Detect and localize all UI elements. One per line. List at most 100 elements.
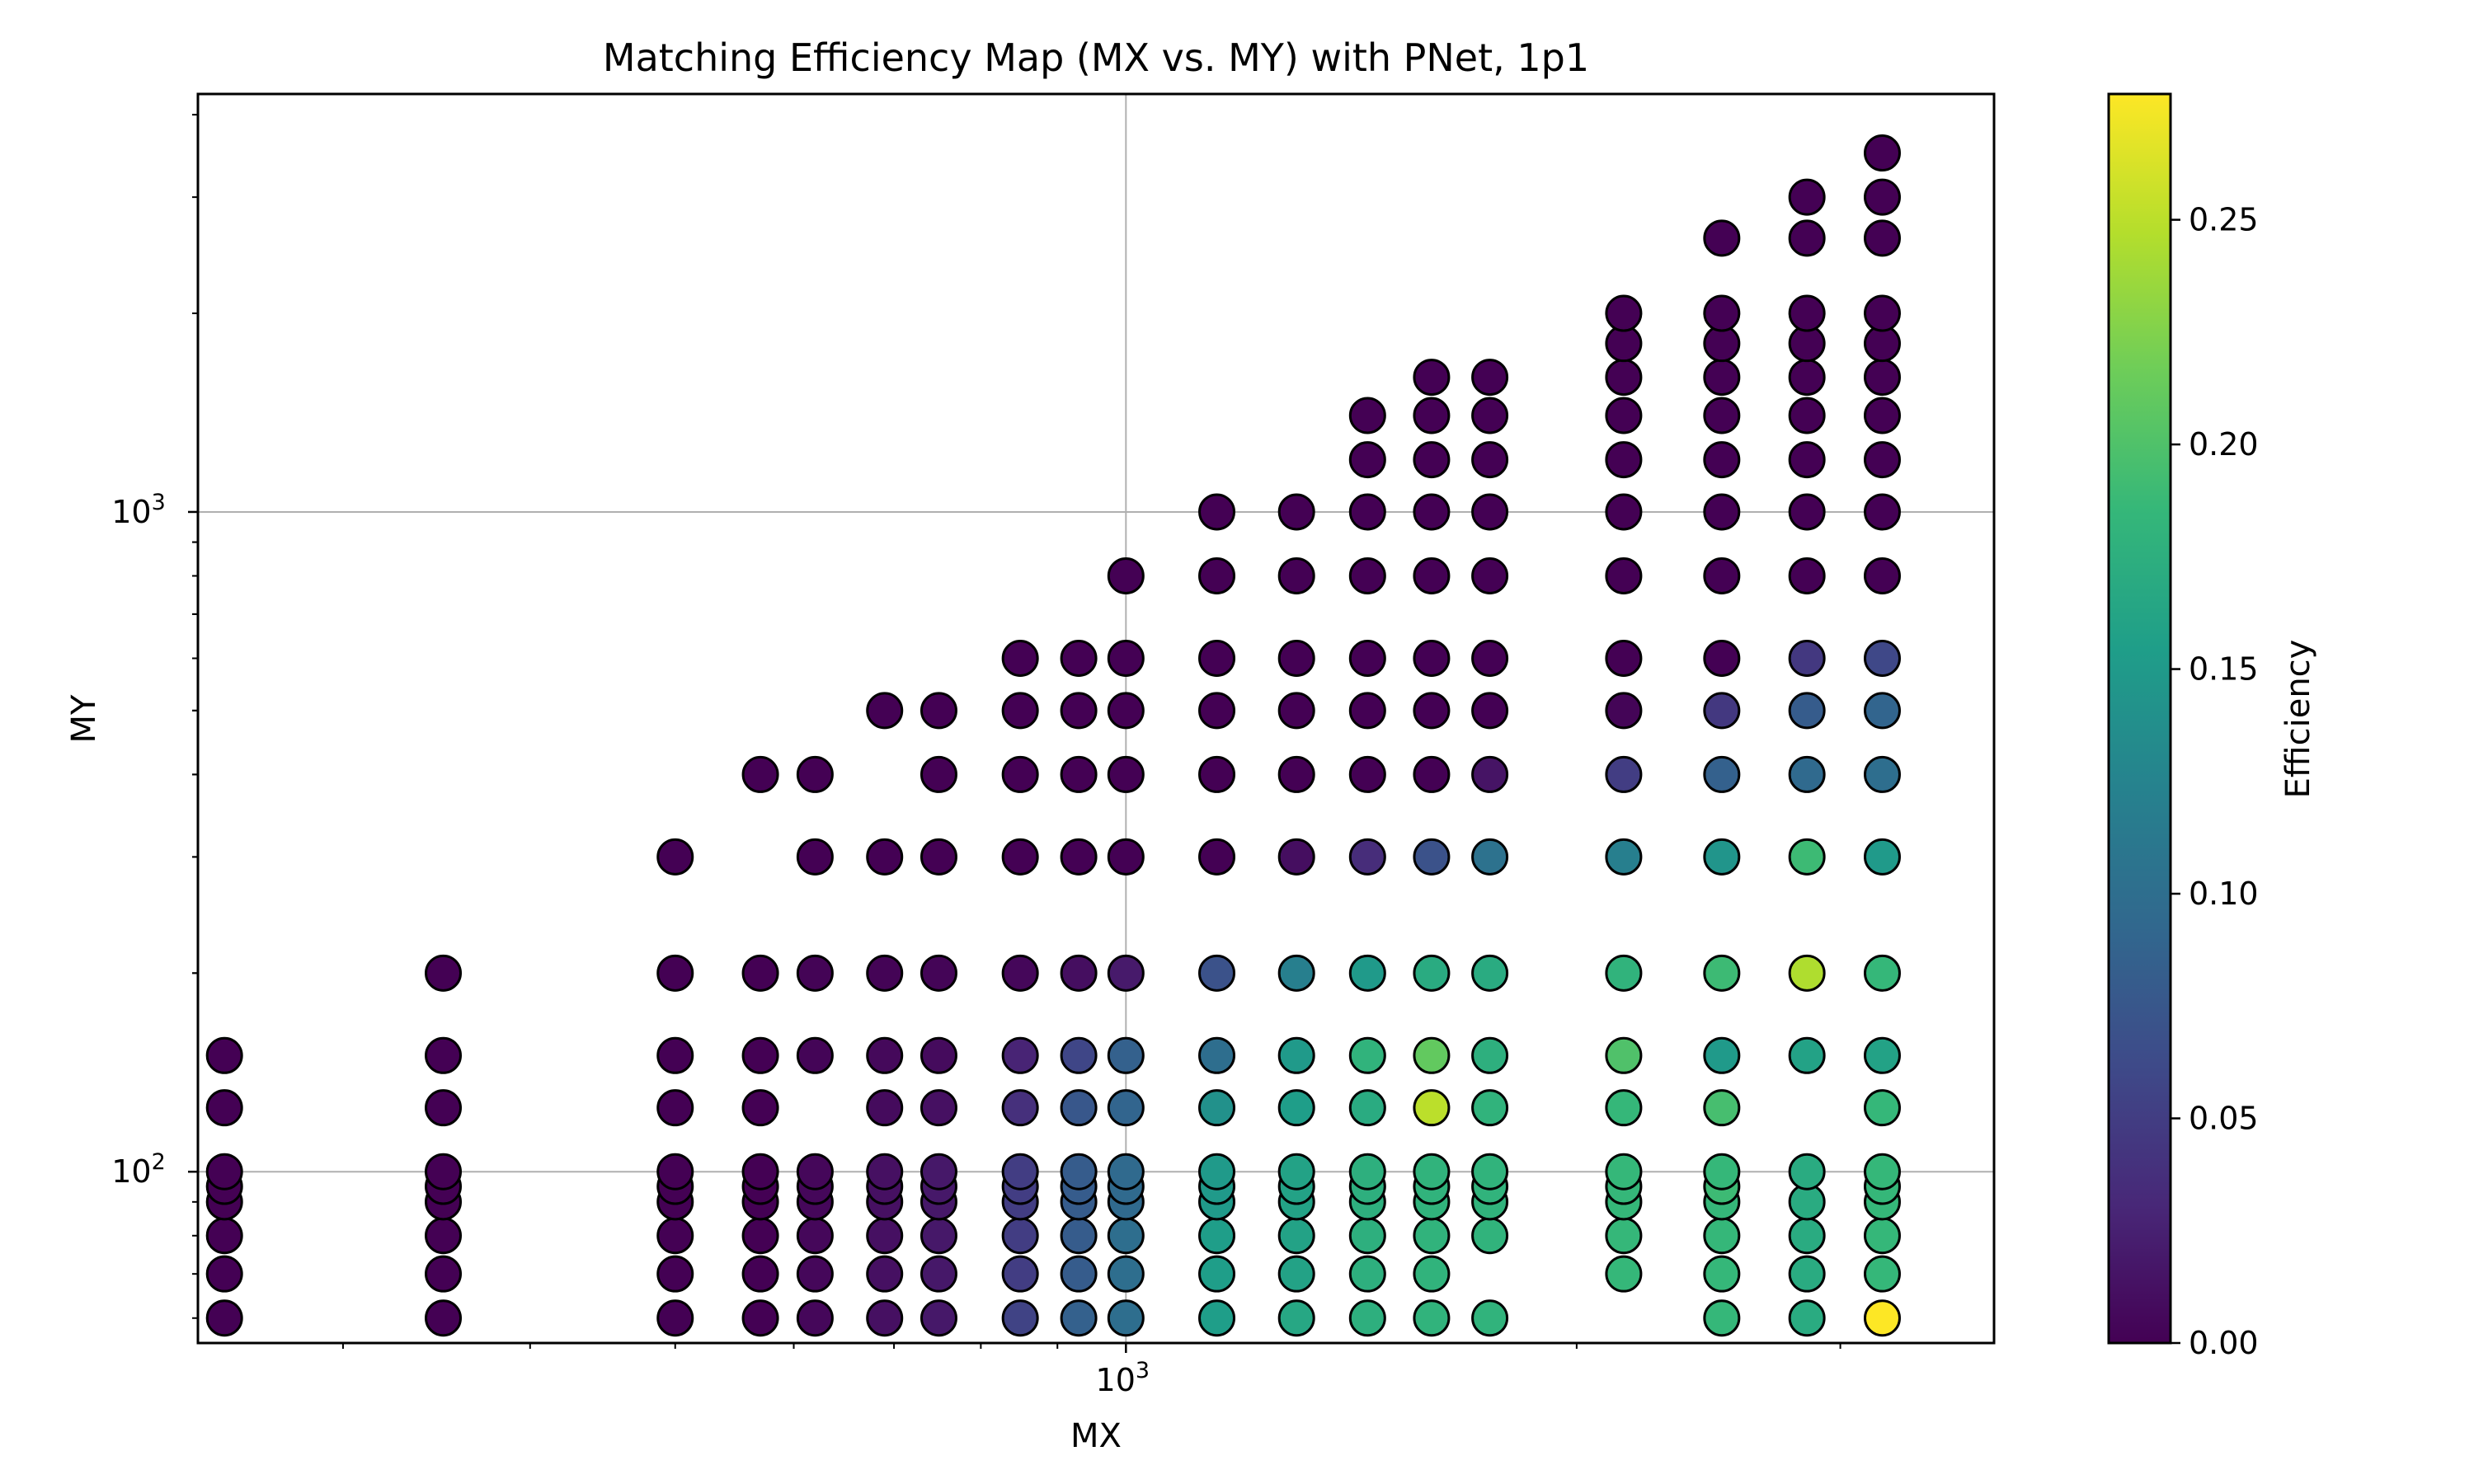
data-point xyxy=(1107,954,1145,992)
data-point xyxy=(1703,692,1741,730)
data-point xyxy=(1605,1153,1643,1190)
y-axis-ticks: 102 103 xyxy=(111,114,198,1319)
data-point xyxy=(1001,1217,1039,1255)
data-point xyxy=(1703,397,1741,434)
data-point xyxy=(1863,639,1901,677)
data-point xyxy=(1413,397,1451,434)
data-point xyxy=(1471,1299,1509,1337)
data-point xyxy=(1605,493,1643,531)
data-point xyxy=(1277,1089,1315,1127)
data-point xyxy=(741,1255,779,1293)
data-point xyxy=(866,838,904,876)
data-point xyxy=(656,1036,694,1074)
data-point xyxy=(205,1036,243,1074)
data-point xyxy=(1863,1089,1901,1127)
colorbar-ticks: 0.00 0.05 0.10 0.15 0.20 0.25 xyxy=(2171,202,2259,1361)
data-point xyxy=(1348,1089,1386,1127)
data-point xyxy=(1413,1153,1451,1190)
plot-frame xyxy=(196,92,1996,1345)
data-point xyxy=(1198,755,1236,793)
data-point xyxy=(1703,755,1741,793)
data-point xyxy=(1788,1299,1826,1337)
data-point xyxy=(1413,954,1451,992)
data-point xyxy=(205,1255,243,1293)
data-point xyxy=(1471,493,1509,531)
data-point xyxy=(741,954,779,992)
data-point xyxy=(1863,134,1901,172)
data-point xyxy=(920,1036,957,1074)
data-point xyxy=(1348,1255,1386,1293)
data-point xyxy=(1198,1036,1236,1074)
data-point xyxy=(1001,1089,1039,1127)
data-point xyxy=(1001,954,1039,992)
data-point xyxy=(1348,1153,1386,1190)
data-point xyxy=(1788,493,1826,531)
y-axis-label: MY xyxy=(65,694,103,744)
data-point xyxy=(796,1036,834,1074)
data-point xyxy=(920,755,957,793)
data-point xyxy=(1863,557,1901,595)
data-point xyxy=(1605,1255,1643,1293)
data-point xyxy=(1001,1299,1039,1337)
data-point xyxy=(1605,1217,1643,1255)
scatter-points xyxy=(205,134,1901,1337)
data-point xyxy=(1605,441,1643,479)
data-point xyxy=(866,1217,904,1255)
data-point xyxy=(1107,692,1145,730)
data-point xyxy=(1788,838,1826,876)
data-point xyxy=(1788,639,1826,677)
data-point xyxy=(920,954,957,992)
data-point xyxy=(1788,397,1826,434)
data-point xyxy=(1348,639,1386,677)
data-point xyxy=(1413,557,1451,595)
data-point xyxy=(1605,557,1643,595)
data-point xyxy=(1107,557,1145,595)
data-point xyxy=(1471,1036,1509,1074)
data-point xyxy=(1605,838,1643,876)
data-point xyxy=(1605,359,1643,397)
data-point xyxy=(1605,1089,1643,1127)
data-point xyxy=(1001,755,1039,793)
data-point xyxy=(1277,755,1315,793)
data-point xyxy=(741,1299,779,1337)
data-point xyxy=(1001,838,1039,876)
data-point xyxy=(656,954,694,992)
colorbar xyxy=(2107,92,2172,1345)
data-point xyxy=(1277,557,1315,595)
data-point xyxy=(866,1255,904,1293)
data-point xyxy=(1471,1089,1509,1127)
data-point xyxy=(1060,838,1098,876)
data-point xyxy=(1107,1089,1145,1127)
data-point xyxy=(1788,359,1826,397)
data-point xyxy=(1863,219,1901,257)
data-point xyxy=(1348,1217,1386,1255)
data-point xyxy=(1348,692,1386,730)
data-point xyxy=(1788,954,1826,992)
data-point xyxy=(1060,1217,1098,1255)
colorbar-tick-label: 0.05 xyxy=(2189,1101,2259,1137)
data-point xyxy=(425,1255,463,1293)
data-point xyxy=(1788,1036,1826,1074)
data-point xyxy=(796,1255,834,1293)
data-point xyxy=(1413,1036,1451,1074)
data-point xyxy=(741,1089,779,1127)
data-point xyxy=(1413,838,1451,876)
data-point xyxy=(1471,1217,1509,1255)
data-point xyxy=(1471,441,1509,479)
data-point xyxy=(1471,954,1509,992)
data-point xyxy=(1001,639,1039,677)
data-point xyxy=(1703,1217,1741,1255)
data-point xyxy=(1471,838,1509,876)
data-point xyxy=(1348,397,1386,434)
data-point xyxy=(1863,1036,1901,1074)
data-point xyxy=(1348,755,1386,793)
data-point xyxy=(1605,639,1643,677)
colorbar-tick-label: 0.15 xyxy=(2189,651,2259,688)
data-point xyxy=(1413,1089,1451,1127)
data-point xyxy=(1001,1153,1039,1190)
data-point xyxy=(1703,557,1741,595)
colorbar-tick-label: 0.10 xyxy=(2189,876,2259,912)
data-point xyxy=(1605,397,1643,434)
data-point xyxy=(741,1153,779,1190)
